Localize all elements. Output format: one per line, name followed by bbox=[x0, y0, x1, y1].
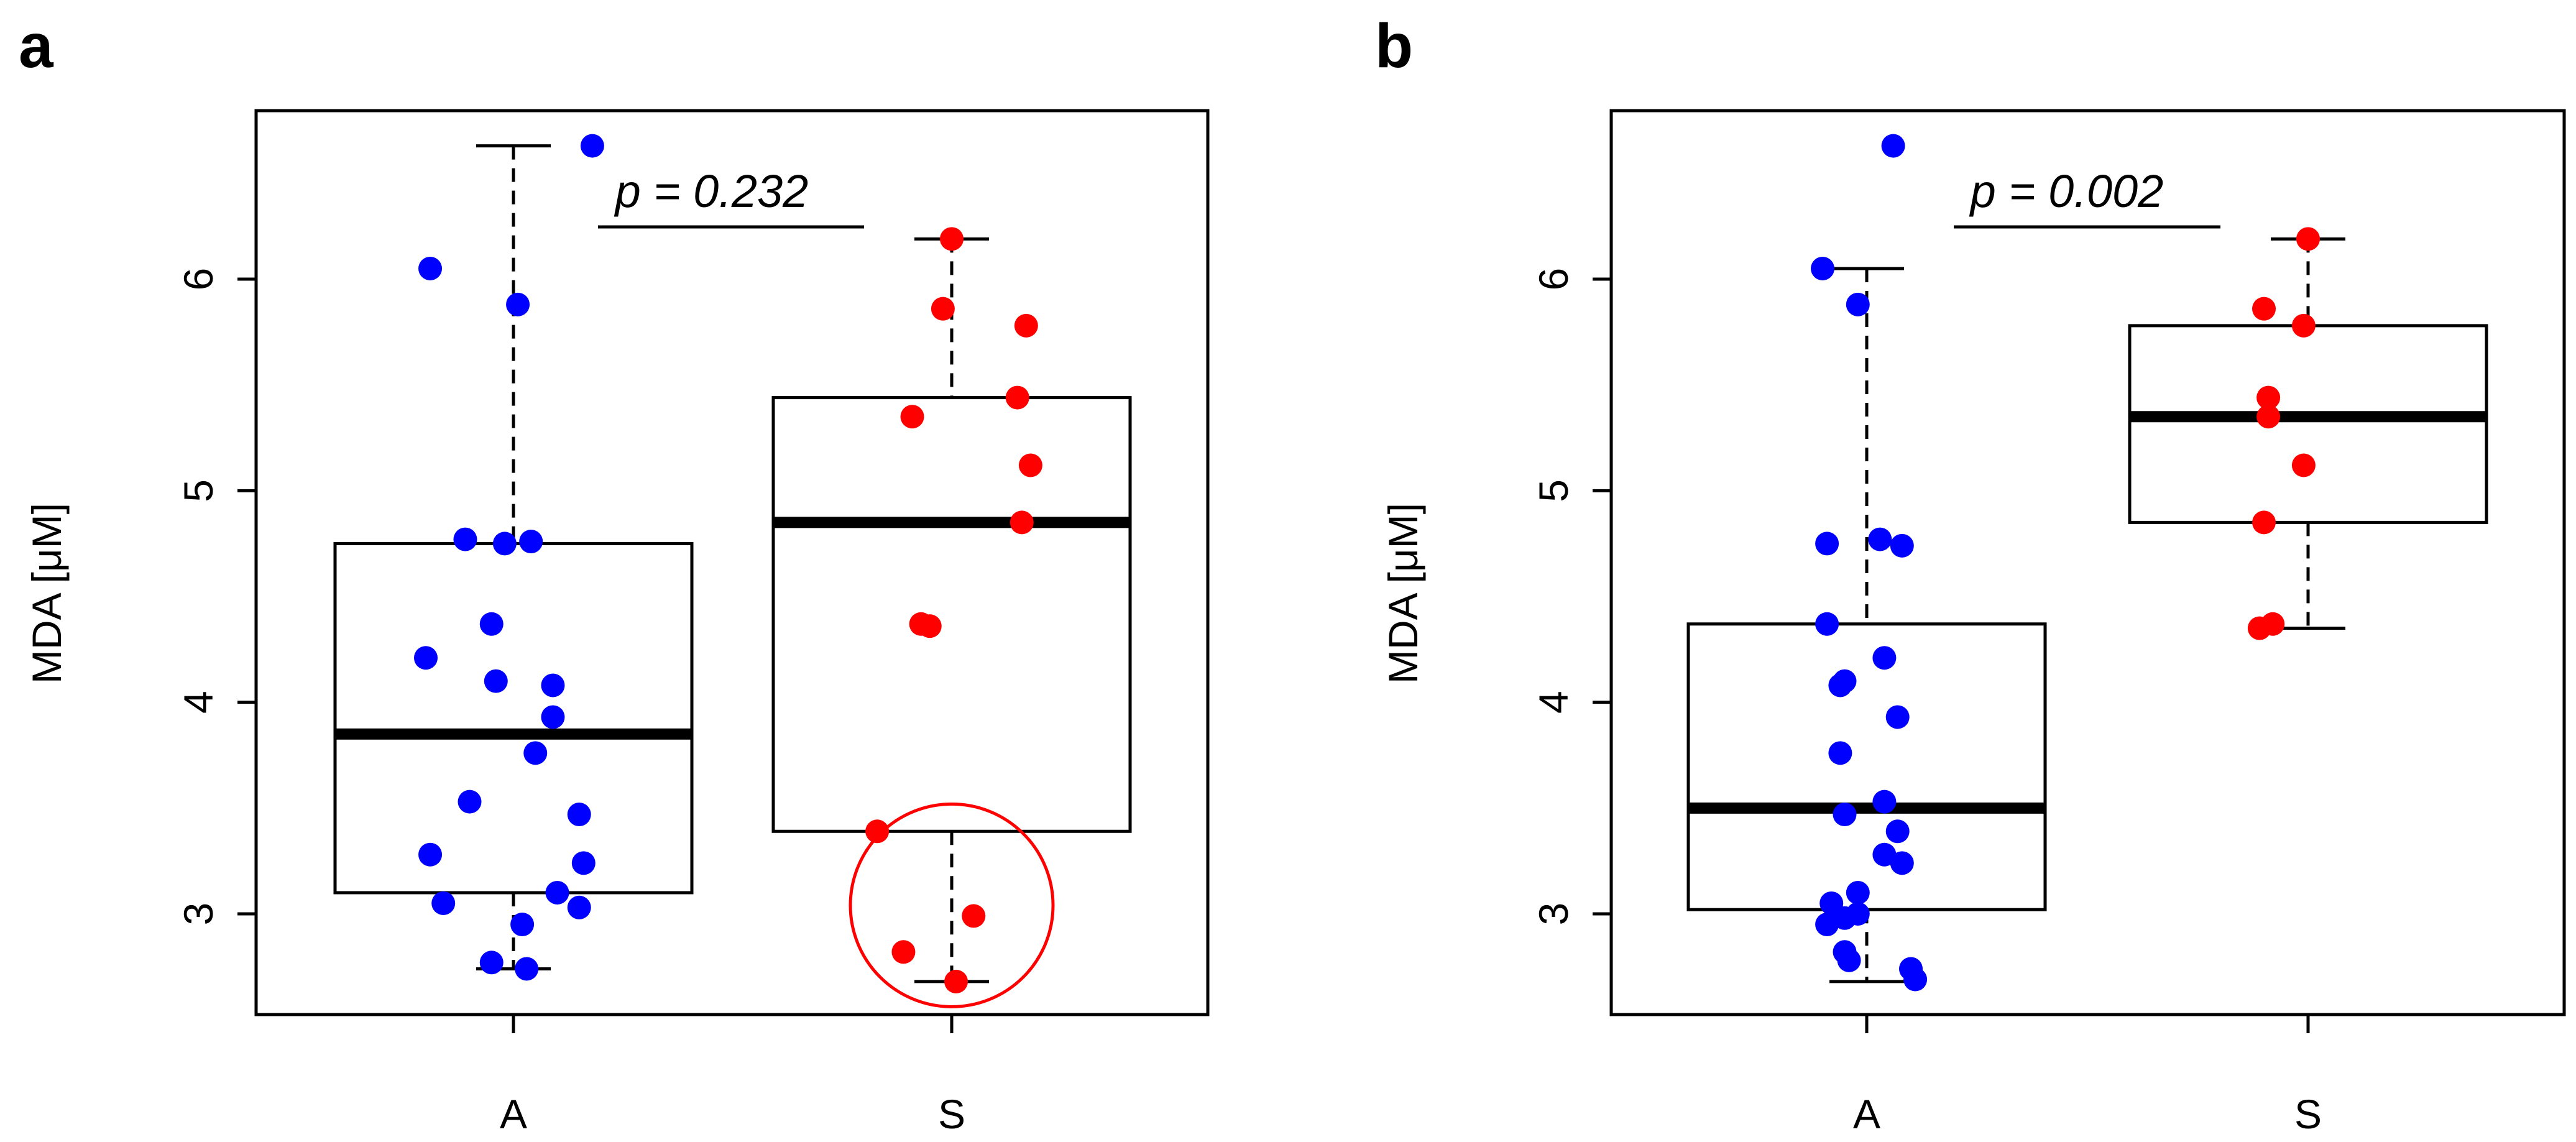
panel-a-point-S bbox=[900, 405, 924, 429]
panel-b-point-S bbox=[2291, 453, 2316, 477]
panel-b-y-tick-label: 5 bbox=[1530, 479, 1576, 502]
panel-a-p-value: p = 0.232 bbox=[614, 165, 809, 217]
panel-b-y-tick-label: 3 bbox=[1530, 903, 1576, 926]
panel-a-point-A bbox=[458, 790, 482, 814]
panel-a-point-A bbox=[519, 530, 543, 554]
panel-b-point-S bbox=[2252, 297, 2276, 321]
panel-b-x-tick-label: A bbox=[1853, 1091, 1880, 1137]
panel-b-point-S bbox=[2296, 227, 2320, 251]
panel-a-point-S bbox=[1014, 313, 1038, 338]
panel-a-x-tick-label: S bbox=[938, 1091, 965, 1137]
panel-a-point-A bbox=[506, 292, 530, 316]
panel-b-point-A bbox=[1846, 292, 1870, 316]
panel-b-point-A bbox=[1885, 705, 1910, 729]
panel-b-point-A bbox=[1846, 880, 1870, 905]
panel-b-point-A bbox=[1881, 134, 1905, 158]
panel-b-plot-frame bbox=[1609, 109, 2566, 1016]
panel-b-point-A bbox=[1890, 851, 1914, 875]
panel-b-point-A bbox=[1872, 790, 1897, 814]
panel-a-point-A bbox=[545, 880, 569, 905]
panel-b-point-A bbox=[1811, 256, 1834, 280]
panel-a-box-A bbox=[333, 541, 694, 895]
panel-a-x-tick-label: A bbox=[500, 1091, 527, 1137]
panel-b-x-tick-label: S bbox=[2294, 1091, 2322, 1137]
panel-a-point-A bbox=[431, 891, 456, 915]
panel-a-y-tick-label: 4 bbox=[175, 691, 221, 714]
panel-b-point-A bbox=[1868, 527, 1892, 551]
panel-b-point-A bbox=[1872, 646, 1897, 670]
panel-b-point-A bbox=[1828, 741, 1852, 765]
panel-a-point-A bbox=[541, 705, 565, 729]
panel-b-point-S bbox=[2256, 405, 2281, 429]
panel-a-point-S bbox=[865, 819, 890, 844]
panel-b-point-S bbox=[2252, 510, 2276, 535]
panel-b-point-A bbox=[1828, 673, 1852, 698]
panel-a-point-S bbox=[1005, 385, 1029, 410]
panel-b-point-A bbox=[1885, 819, 1910, 844]
panel-a-point-A bbox=[414, 646, 438, 670]
panel-a-point-A bbox=[479, 951, 504, 975]
panel-a-point-A bbox=[510, 913, 535, 937]
panel-a-point-A bbox=[453, 527, 477, 551]
panel-a-plot-frame bbox=[254, 109, 1210, 1016]
panel-b-y-tick-label: 4 bbox=[1530, 691, 1576, 714]
panel-b-point-A bbox=[1890, 533, 1914, 558]
panel-a-point-A bbox=[567, 895, 591, 919]
panel-a-y-tick-label: 3 bbox=[175, 903, 221, 926]
panel-a-box-S bbox=[771, 396, 1132, 833]
panel-a-point-A bbox=[418, 842, 443, 867]
panel-b-y-tick-label: 6 bbox=[1530, 268, 1576, 291]
panel-b-point-A bbox=[1872, 842, 1897, 867]
panel-a-point-A bbox=[515, 957, 539, 981]
panel-a-highlight-circle bbox=[849, 802, 1055, 1008]
panel-b-point-A bbox=[1903, 967, 1928, 992]
panel-b-p-value: p = 0.002 bbox=[1969, 165, 2164, 217]
panel-a: a MDA [μM] p = 0.232 A S 3 4 5 6 bbox=[19, 11, 1210, 1137]
panel-a-point-S bbox=[962, 904, 986, 928]
panel-a-point-A bbox=[479, 612, 504, 636]
panel-a-y-tick-label: 5 bbox=[175, 479, 221, 502]
panel-b-point-A bbox=[1837, 948, 1861, 972]
panel-a-label: a bbox=[19, 11, 54, 81]
panel-b: b MDA [μM] p = 0.002 A S 3 4 5 6 bbox=[1375, 11, 2566, 1137]
panel-a-point-A bbox=[580, 134, 604, 158]
panel-a-point-S bbox=[931, 297, 955, 321]
panel-a-point-A bbox=[523, 741, 548, 765]
panel-b-label: b bbox=[1375, 11, 1413, 81]
panel-b-point-A bbox=[1815, 612, 1839, 636]
panel-a-point-S bbox=[918, 614, 942, 638]
panel-b-point-S bbox=[2256, 385, 2281, 410]
panel-b-point-A bbox=[1815, 532, 1839, 556]
panel-a-point-A bbox=[541, 673, 565, 698]
panel-b-point-S bbox=[2291, 313, 2316, 338]
panel-a-point-S bbox=[1010, 510, 1034, 535]
panel-b-box-S bbox=[2128, 324, 2488, 524]
panel-a-point-A bbox=[418, 256, 443, 280]
panel-a-point-A bbox=[484, 669, 508, 693]
panel-b-point-S bbox=[2247, 616, 2271, 640]
panel-a-point-A bbox=[492, 532, 517, 556]
panel-b-y-axis-label: MDA [μM] bbox=[1380, 503, 1426, 684]
panel-b-point-A bbox=[1833, 803, 1857, 827]
panel-a-point-S bbox=[1018, 453, 1042, 477]
panel-a-point-A bbox=[571, 851, 596, 875]
panel-a-point-S bbox=[944, 969, 968, 993]
panel-a-y-axis-label: MDA [μM] bbox=[24, 503, 70, 684]
panel-a-point-A bbox=[567, 803, 591, 827]
panel-b-box-A bbox=[1686, 622, 2047, 911]
panel-a-y-tick-label: 6 bbox=[175, 268, 221, 291]
panel-a-point-S bbox=[940, 227, 964, 251]
panel-b-point-A bbox=[1815, 913, 1839, 937]
panel-a-point-S bbox=[891, 940, 916, 964]
